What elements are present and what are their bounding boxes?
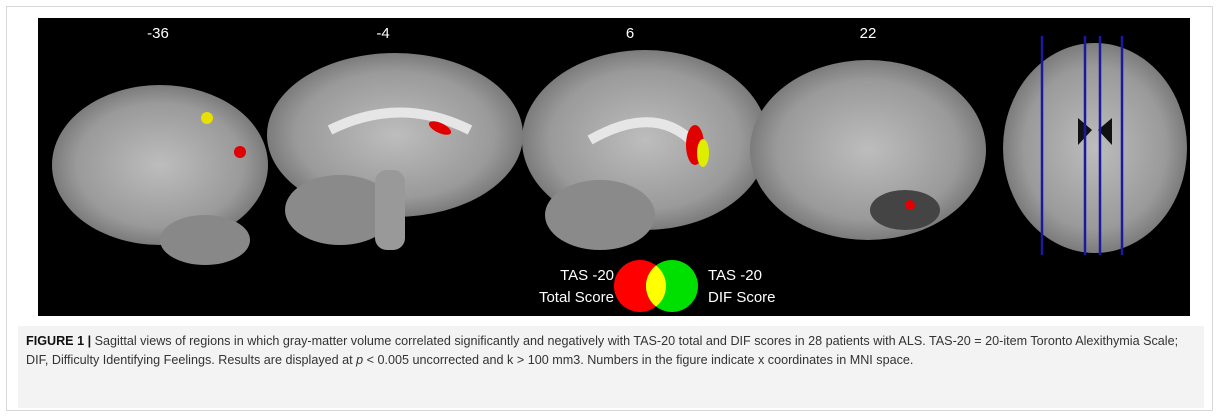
slice-label: 6 xyxy=(626,25,634,42)
cerebellum xyxy=(870,190,940,230)
cluster xyxy=(234,146,246,158)
slice-label: -36 xyxy=(147,25,169,42)
brain-slice xyxy=(750,60,986,240)
legend-text: TAS -20 xyxy=(560,267,614,284)
cerebellum xyxy=(545,180,655,250)
cluster xyxy=(201,112,213,124)
cluster xyxy=(697,139,709,167)
caption-label: FIGURE 1 | xyxy=(26,334,91,348)
caption-text: < 0.005 uncorrected and k > 100 mm3. Num… xyxy=(363,353,913,367)
legend-text: Total Score xyxy=(539,289,614,306)
brainstem xyxy=(375,170,405,250)
cluster xyxy=(905,200,915,210)
legend-text: TAS -20 xyxy=(708,267,762,284)
coronal-slice xyxy=(1003,43,1187,253)
figure-image: -36 -4 6 22 TAS -20 Total Score TAS -20 … xyxy=(38,18,1190,316)
slice-label: -4 xyxy=(376,25,389,42)
slice-label: 22 xyxy=(860,25,877,42)
legend-text: DIF Score xyxy=(708,289,776,306)
page: -36 -4 6 22 TAS -20 Total Score TAS -20 … xyxy=(0,0,1221,419)
brain-slice xyxy=(52,85,268,245)
caption: FIGURE 1 | Sagittal views of regions in … xyxy=(18,326,1204,408)
cerebellum xyxy=(160,215,250,265)
